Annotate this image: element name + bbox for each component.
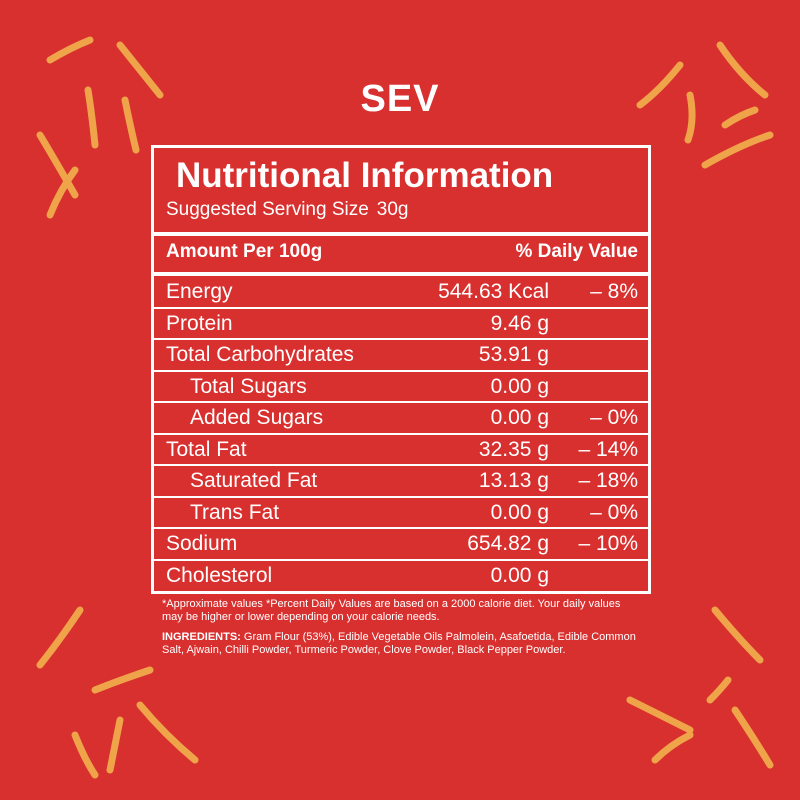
nutrient-row: Cholesterol 0.00 g — [154, 560, 648, 591]
row-divider — [154, 338, 648, 340]
nutrient-row: Protein 9.46 g — [154, 308, 648, 339]
nutrient-name: Energy — [166, 280, 233, 303]
nutrient-name: Sodium — [166, 532, 238, 555]
daily-value: – 18% — [578, 469, 638, 492]
nutrient-row: Trans Fat 0.00 g – 0% — [154, 497, 648, 528]
row-divider — [154, 527, 648, 529]
nutrient-row: Total Sugars 0.00 g — [154, 371, 648, 402]
row-divider — [154, 369, 648, 372]
nutrient-amount: 0.00 g — [490, 374, 549, 398]
nutrient-name: Total Carbohydrates — [166, 343, 354, 366]
nutrient-amount: 13.13 g — [478, 469, 549, 492]
daily-value: – 0% — [590, 406, 638, 429]
nutrient-row: Total Carbohydrates 53.91 g — [154, 339, 648, 370]
ingredients: INGREDIENTS: Gram Flour (53%), Edible Ve… — [162, 631, 647, 657]
nutrient-name: Protein — [166, 311, 233, 335]
daily-value: – 14% — [578, 437, 638, 461]
row-divider — [154, 432, 648, 435]
row-divider — [154, 558, 648, 561]
nutrient-amount: 32.35 g — [478, 437, 549, 461]
nutrient-name: Cholesterol — [166, 563, 273, 587]
nutrient-amount: 0.00 g — [490, 500, 549, 524]
row-divider — [154, 495, 648, 498]
amount-header: Amount Per 100g — [166, 241, 323, 262]
daily-value: – 0% — [590, 500, 638, 524]
nutrient-name: Saturated Fat — [190, 469, 318, 492]
product-name: SEV — [360, 78, 440, 120]
nutrient-amount: 544.63 Kcal — [438, 280, 549, 303]
nutrient-row: Sodium 654.82 g – 10% — [154, 528, 648, 559]
serving: Suggested Serving Size 30g — [166, 199, 409, 221]
nutrient-row: Saturated Fat 13.13 g – 18% — [154, 465, 648, 496]
nutrient-name: Added Sugars — [190, 406, 324, 429]
daily-value: – 8% — [590, 280, 638, 303]
nutrient-amount: 0.00 g — [490, 563, 549, 587]
nutrient-name: Trans Fat — [190, 500, 280, 524]
nutrient-amount: 9.46 g — [490, 311, 549, 335]
divider — [154, 232, 648, 236]
nutrient-amount: 0.00 g — [490, 406, 549, 429]
nutrient-amount: 53.91 g — [478, 343, 549, 366]
serving-label: Suggested Serving Size — [166, 199, 369, 220]
dv-header: % Daily Value — [515, 241, 638, 262]
nutrient-row: Energy 544.63 Kcal – 8% — [154, 276, 648, 307]
ingredients-text: Gram Flour (53%), Edible Vegetable Oils … — [162, 631, 636, 656]
row-divider — [154, 306, 648, 309]
nutrient-name: Total Sugars — [190, 374, 307, 398]
nutrient-row: Total Fat 32.35 g – 14% — [154, 434, 648, 465]
nutrient-amount: 654.82 g — [467, 532, 549, 555]
divider — [154, 272, 648, 276]
ingredients-label: INGREDIENTS: — [162, 631, 241, 643]
table-header: Amount Per 100g % Daily Value — [166, 241, 638, 263]
daily-value: – 10% — [578, 532, 638, 555]
row-divider — [154, 464, 648, 466]
serving-size: 30g — [376, 199, 409, 220]
nutrient-row: Added Sugars 0.00 g – 0% — [154, 402, 648, 433]
row-divider — [154, 401, 648, 403]
footnote: *Approximate values *Percent Daily Value… — [162, 598, 621, 623]
label-title: Nutritional Information — [176, 156, 554, 195]
nutrition-label: Nutritional Information Suggested Servin… — [151, 145, 651, 594]
nutrient-name: Total Fat — [166, 437, 247, 461]
